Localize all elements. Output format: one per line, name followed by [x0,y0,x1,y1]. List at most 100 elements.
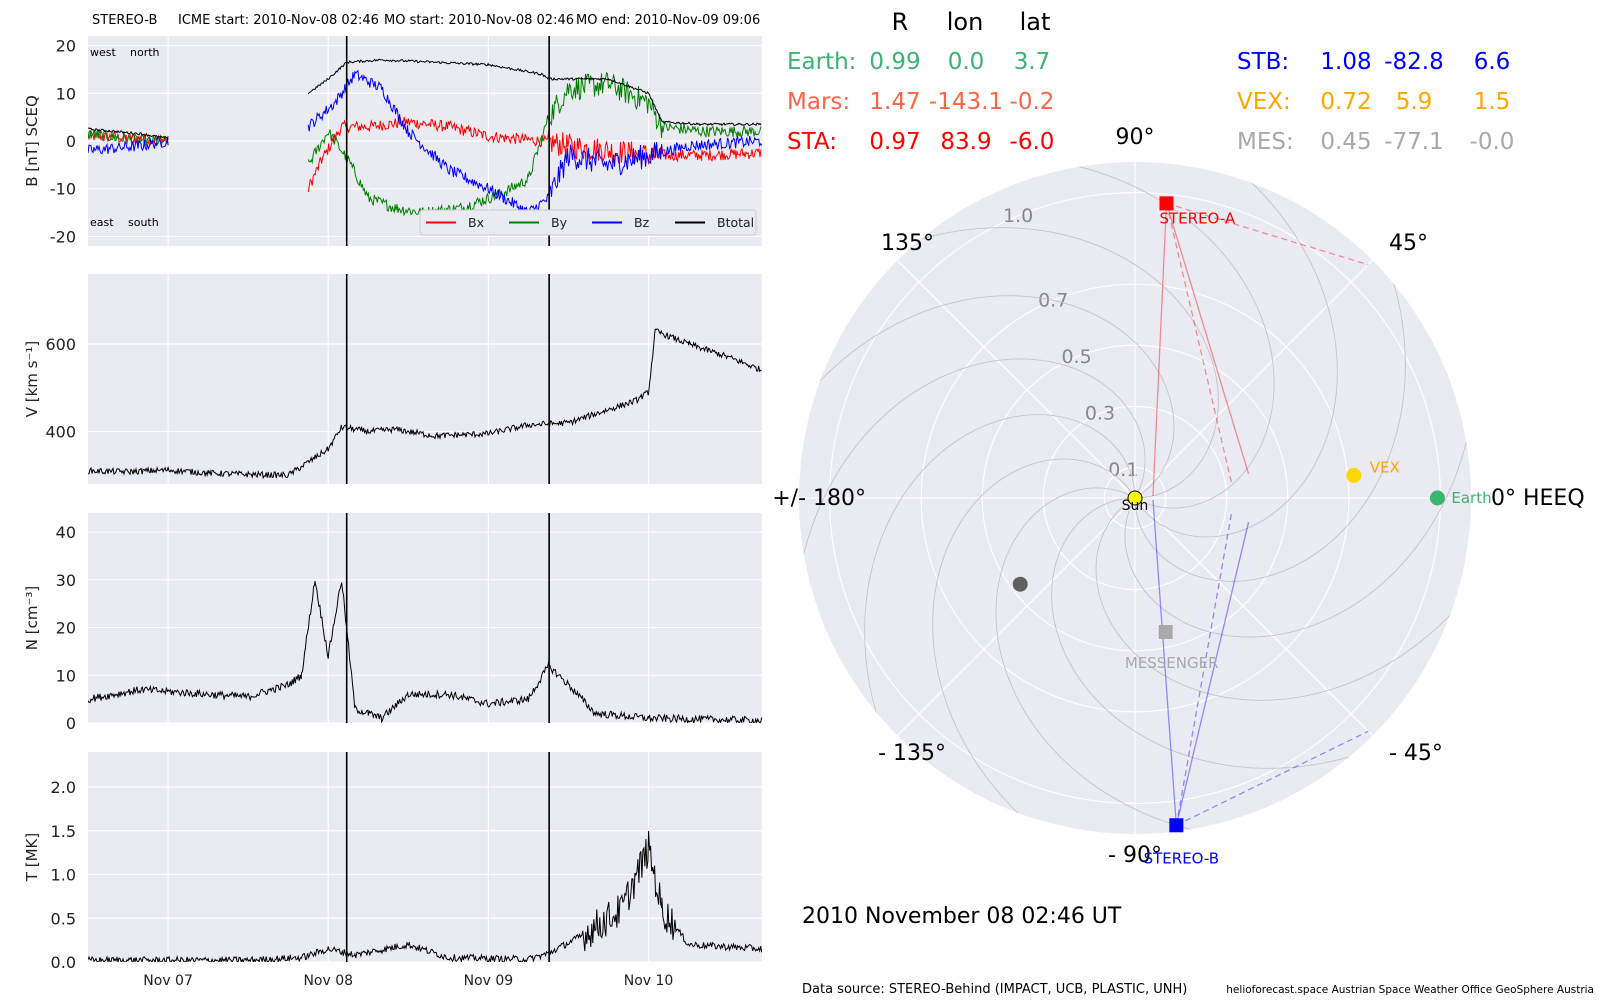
marker-vex [1346,467,1362,483]
flank-line-dashed [1166,202,1369,266]
series-line-speed [88,328,762,480]
table-value-lat: -0.2 [1010,89,1055,115]
table-value-lon: 5.9 [1396,89,1433,115]
panel-magnetic-field: -20 -10 0 10 20 B [nT] SCEQ west north east south… [23,36,762,246]
table-value-lat: 6.6 [1474,49,1511,75]
parker-spiral [799,295,1175,499]
table-value-r: 1.08 [1320,49,1371,75]
corner-label: south [128,216,159,229]
legend: Bx By Bz Btotal [419,209,757,236]
table-value-r: 1.47 [869,89,920,115]
table-value-lat: -6.0 [1010,129,1055,155]
y-tick-label: 0.0 [51,953,76,972]
angle-label: 45° [1389,231,1428,256]
marker-stereo-b [1169,818,1184,833]
radial-tick-label: 1.0 [1003,205,1033,227]
table-value-lon: -143.1 [929,89,1003,115]
parker-spiral [864,414,1136,749]
label-earth: Earth [1451,489,1491,507]
series-line-btotal [88,127,169,140]
radial-tick-label: 0.1 [1108,459,1138,481]
y-axis-label: B [nT] SCEQ [23,95,41,186]
angle-label: - 135° [878,741,946,766]
table-header-lon: lon [947,8,984,36]
corner-label: west [90,46,116,59]
table-value-lat: -0.0 [1470,129,1515,155]
table-value-lon: -77.1 [1384,129,1444,155]
y-tick-label: 0 [66,714,76,733]
y-tick-label: 40 [56,523,76,542]
parker-spiral [884,227,1219,499]
panel-temperature: Nov 07 Nov 08 Nov 09 Nov 10 0.0 0.5 1.0 1.5 2.0 T… [23,752,762,989]
y-tick-label: -20 [50,227,76,246]
y-tick-label: 10 [56,84,76,103]
table-name-earth: Earth: [787,49,856,75]
marker-messenger [1158,624,1173,639]
table-value-lon: -82.8 [1384,49,1444,75]
angle-label: +/- 180° [772,486,866,511]
angular-gridline [1134,497,1374,737]
y-tick-label: 20 [56,37,76,56]
parker-spiral [1134,162,1338,538]
x-tick-label: Nov 08 [303,973,353,989]
marker-earth [1429,490,1445,506]
flank-line [1152,203,1168,497]
table-name-mes: MES: [1237,129,1294,155]
corner-label: east [90,216,114,229]
legend-entry-bz: Bz [634,215,650,230]
table-value-r: 0.72 [1320,89,1371,115]
y-tick-label: 30 [56,571,76,590]
radial-tick-label: 0.5 [1061,346,1091,368]
angular-gridline [896,497,1136,737]
table-name-stb: STB: [1237,49,1289,75]
parker-spiral [1095,497,1471,701]
series-line-bx [307,116,762,193]
flank-line [1175,521,1250,826]
angle-label: 90° [1116,125,1155,150]
parker-spiral [1134,247,1406,582]
marker-stereo-a [1159,196,1174,211]
series-line-btotal [307,58,762,127]
observer-lines [1152,202,1369,826]
series-line-temperature [88,830,762,962]
angle-label: - 90° [1108,843,1162,868]
label-sun: Sun [1122,498,1149,514]
header-icme-start: ICME start: 2010-Nov-08 02:46 [178,13,379,28]
table-value-r: 0.97 [869,129,920,155]
footer-source: Data source: STEREO-Behind (IMPACT, UCB,… [802,982,1187,997]
flank-line [1165,203,1250,475]
y-axis-label: T [MK] [23,833,41,882]
legend-entry-btotal: Btotal [717,215,754,230]
y-tick-label: 600 [45,335,76,354]
table-header-r: R [892,8,909,36]
x-tick-label: Nov 07 [143,973,193,989]
panel-background [88,752,762,962]
angle-label: 135° [881,231,934,256]
flank-line [1152,499,1177,826]
table-value-lon: 83.9 [940,129,991,155]
y-tick-label: -10 [50,180,76,199]
flank-line-dashed [1176,730,1369,826]
parker-spirals [799,162,1471,834]
label-vex: VEX [1370,458,1400,476]
angle-label: 0° HEEQ [1491,486,1585,511]
y-tick-label: 20 [56,619,76,638]
header-mo-start: MO start: 2010-Nov-08 02:46 [384,13,574,28]
table-name-mars: Mars: [787,89,850,115]
parker-spiral [1051,497,1386,769]
y-tick-label: 400 [45,423,76,442]
y-tick-label: 1.0 [51,866,76,885]
table-value-lat: 1.5 [1474,89,1511,115]
x-tick-label: Nov 09 [464,973,514,989]
label-stereo-a: STEREO-A [1159,209,1235,227]
angular-gridline [896,259,1136,499]
table-name-vex: VEX: [1237,89,1291,115]
y-axis-label: N [cm⁻³] [23,586,41,650]
label-stereo-b: STEREO-B [1144,849,1219,867]
marker-mars [1012,576,1028,592]
time-series-panels: -20 -10 0 10 20 B [nT] SCEQ west north east south… [23,36,762,989]
